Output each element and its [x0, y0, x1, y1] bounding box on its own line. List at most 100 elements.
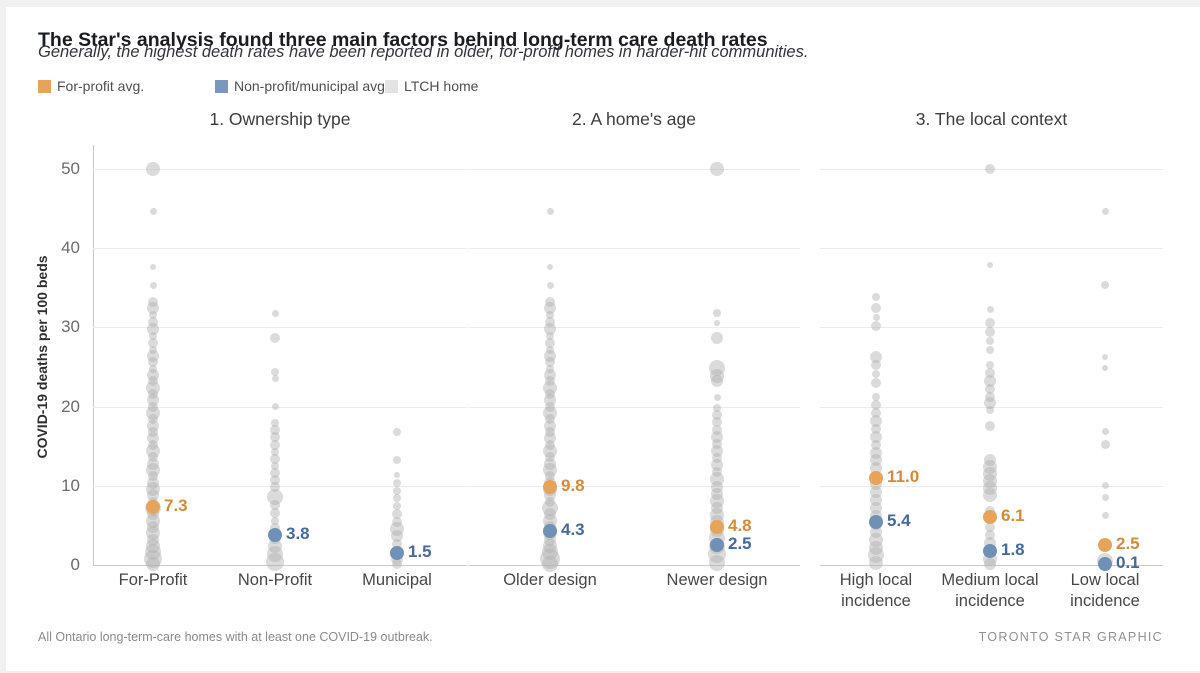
ltch-home-dot: [149, 364, 157, 373]
ltch-home-dot: [546, 310, 554, 319]
ltch-home-dot: [986, 336, 994, 345]
ltch-home-dot: [983, 481, 997, 496]
panel-title: 1. Ownership type: [209, 109, 351, 129]
gridline-20: [468, 406, 800, 408]
ltch-home-dot: [270, 507, 280, 518]
ltch-home-dot: [713, 404, 721, 413]
chart-title: The Star's analysis found three main fac…: [38, 29, 768, 52]
ltch-home-dot: [986, 405, 994, 414]
ltch-home-dot: [1101, 428, 1109, 436]
ltch-home-dot: [985, 384, 995, 395]
ltch-home-dot: [711, 487, 723, 500]
ltch-home-dot: [146, 513, 160, 528]
ltch-home-dot: [393, 494, 401, 503]
ltch-home-dot: [543, 462, 557, 477]
ltch-home-dot: [710, 472, 724, 487]
x-category-label-line: Newer design: [666, 571, 768, 589]
ltch-home-dot: [149, 332, 157, 341]
x-category-label-line: incidence: [841, 592, 911, 610]
ltch-home-dot: [271, 447, 279, 456]
page-edge-bottom: [0, 671, 1200, 673]
ltch-home-dot: [1101, 280, 1109, 289]
ltch-home-dot: [270, 439, 280, 450]
ltch-home-dot: [710, 508, 724, 523]
avg-value-label: 2.5: [1116, 534, 1140, 554]
ltch-home-dot: [392, 559, 402, 570]
ltch-home-dot: [545, 471, 555, 482]
ltch-home-dot: [271, 375, 279, 383]
ltch-home-dot: [148, 439, 158, 450]
ltch-home-dot: [983, 459, 997, 474]
non-profit-avg-dot: [710, 538, 724, 553]
x-category-label-line: For-Profit: [118, 571, 188, 589]
ltch-home-dot: [983, 488, 997, 503]
ltch-home-dot: [870, 494, 882, 507]
ltch-home-dot: [543, 538, 557, 553]
ltch-home-dot: [545, 376, 555, 387]
ltch-home-dot: [392, 509, 402, 520]
ltch-home-dot: [270, 482, 280, 493]
ltch-home-dot: [709, 554, 725, 571]
ltch-home-dot: [148, 426, 158, 437]
y-tick-label-30: 30: [61, 317, 80, 337]
ltch-home-dot: [148, 357, 158, 368]
legend-label: For-profit avg.: [57, 78, 145, 94]
ltch-home-dot: [870, 486, 882, 499]
avg-value-label: 9.8: [561, 476, 585, 496]
ltch-home-dot: [147, 368, 159, 381]
avg-value-label: 5.4: [887, 511, 911, 531]
ltch-home-dot: [710, 493, 724, 508]
ltch-home-dot: [544, 508, 556, 521]
ltch-home-dot: [148, 471, 158, 482]
ltch-home-dot: [1102, 353, 1108, 360]
ltch-home-dot: [712, 410, 722, 421]
page-edge-top: [0, 0, 1200, 7]
non-profit-avg-dot: [390, 546, 404, 561]
source-credit: TORONTO STAR GRAPHIC: [978, 630, 1163, 644]
for-profit-avg-dot: [543, 480, 557, 495]
ltch-home-dot: [984, 375, 996, 388]
ltch-home-dot: [147, 520, 159, 533]
avg-value-label: 3.8: [286, 523, 310, 543]
ltch-home-dot: [985, 164, 995, 174]
ltch-home-dot: [869, 532, 883, 547]
gridline-40: [468, 248, 800, 250]
ltch-home-dot: [146, 526, 160, 541]
ltch-home-dot: [871, 423, 881, 434]
non-profit-avg-dot: [268, 527, 282, 542]
ltch-home-dot: [713, 394, 721, 402]
ltch-home-dot: [983, 466, 997, 481]
dot-strip-chart: COVID-19 deaths per 100 beds 0 10 20 30 40 50…: [34, 109, 1163, 610]
ltch-home-dot: [1101, 494, 1109, 502]
ltch-home-dot: [146, 405, 160, 420]
ltch-home-dot: [545, 439, 555, 450]
ltch-home-dot: [714, 319, 720, 326]
gridline-10: [820, 485, 1163, 487]
gridline-20: [820, 406, 1163, 408]
ltch-home-dot: [1102, 364, 1108, 371]
non-profit-avg-dot: [983, 543, 997, 558]
ltch-home-dot: [985, 368, 995, 379]
ltch-home-dot: [871, 302, 881, 313]
ltch-home-dot: [546, 364, 554, 373]
ltch-home-dot: [711, 459, 723, 472]
ltch-home-dot: [712, 438, 722, 449]
avg-value-label: 4.3: [561, 519, 585, 539]
ltch-home-dot: [148, 376, 158, 387]
ltch-home-dot: [544, 368, 556, 381]
x-axis-line: [93, 565, 467, 566]
ltch-home-dot: [147, 432, 159, 445]
panel-title: 3. The local context: [915, 109, 1068, 129]
ltch-home-dot: [270, 332, 280, 343]
ltch-home-dot: [150, 264, 156, 271]
non-profit-avg-dot: [869, 515, 883, 530]
avg-value-label: 4.8: [728, 515, 752, 535]
ltch-home-dot: [393, 455, 401, 464]
x-category-label: Medium local incidence: [941, 570, 1038, 612]
ltch-home-dot: [1101, 481, 1109, 489]
avg-value-label: 11.0: [887, 466, 920, 486]
ltch-home-dot: [870, 430, 882, 443]
ltch-home-dot: [711, 444, 723, 457]
ltch-home-dot: [872, 293, 880, 302]
ltch-home-dot: [271, 367, 279, 376]
